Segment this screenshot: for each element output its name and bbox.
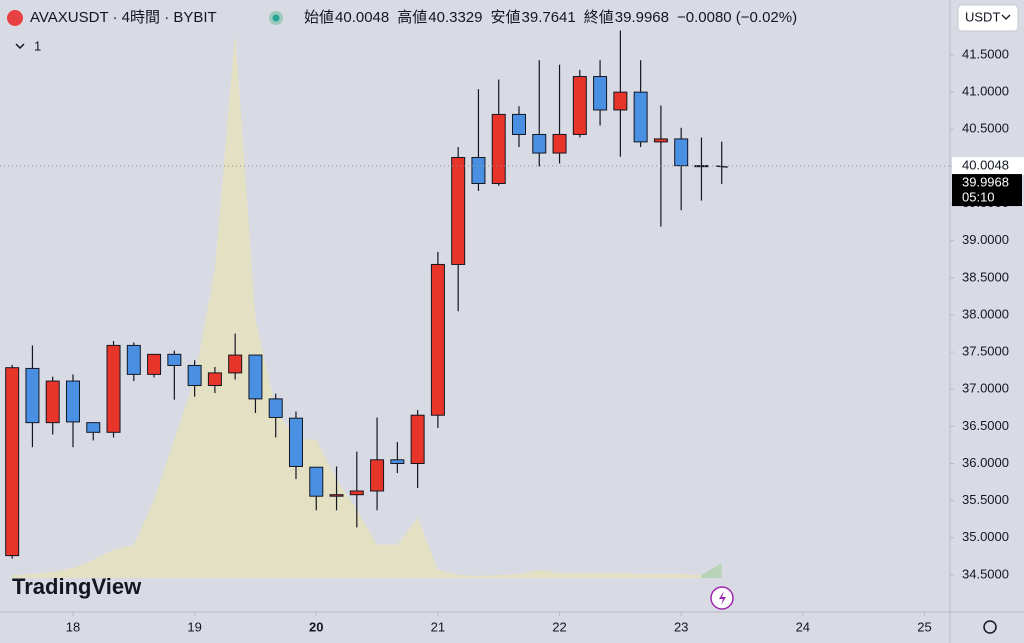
y-tick-label: 36.0000	[962, 455, 1009, 470]
currency-chevron	[1001, 14, 1011, 20]
y-tick-label: 36.5000	[962, 418, 1009, 433]
ohlc-change: −0.0080 (−0.02%)	[677, 9, 797, 26]
indicator-count: 1	[34, 38, 41, 53]
y-tick-label: 39.0000	[962, 232, 1009, 247]
candle-body	[45, 380, 60, 424]
candle-body	[430, 263, 445, 416]
candle-body	[451, 156, 466, 265]
candle-body	[410, 414, 425, 465]
price-label-bg	[952, 157, 1024, 176]
ohlc-legend: 始値 40.0048 高値 40.3329 安値 39.7641 終値 39.9968 −0.0…	[304, 9, 797, 26]
x-tick-label: 22	[552, 619, 566, 634]
candle-body	[309, 466, 324, 497]
candle-body	[511, 113, 526, 135]
candle-body	[715, 165, 728, 168]
x-tick-label: 25	[917, 619, 931, 634]
candle-body	[633, 91, 648, 143]
y-tick-label: 38.0000	[962, 306, 1009, 321]
x-tick-label: 18	[66, 619, 80, 634]
candle-body	[86, 422, 101, 433]
candle-body	[187, 364, 202, 387]
candle-body	[207, 372, 222, 387]
y-tick-label: 41.0000	[962, 84, 1009, 99]
candle-body	[532, 133, 547, 154]
candle-body	[653, 138, 668, 143]
ohlc-value: 39.9968	[615, 9, 669, 26]
x-tick-label: 21	[431, 619, 445, 634]
candle-body	[572, 76, 587, 135]
ohlc-label: 高値	[397, 9, 427, 26]
candle-body	[471, 156, 486, 184]
candle-body	[370, 459, 385, 492]
candle-body	[674, 138, 689, 167]
ohlc-value: 40.3329	[428, 9, 482, 26]
candle-body	[552, 133, 567, 154]
y-tick-label: 38.5000	[962, 269, 1009, 284]
candle-body	[147, 353, 162, 375]
ohlc-label: 安値	[491, 9, 521, 26]
candle-body	[491, 113, 506, 184]
x-tick-label: 19	[187, 619, 201, 634]
x-tick-label: 24	[796, 619, 810, 634]
candle-body	[390, 459, 405, 465]
last-price-bg	[952, 174, 1022, 207]
y-tick-label: 37.5000	[962, 344, 1009, 359]
candle-body	[248, 354, 263, 400]
candle-body	[329, 494, 344, 497]
ohlc-value: 40.0048	[335, 9, 389, 26]
collapse-icon[interactable]	[15, 43, 25, 50]
ohlc-label: 終値	[584, 9, 614, 26]
candle-body	[349, 490, 364, 496]
volume-area	[12, 33, 702, 578]
y-tick-label: 35.0000	[962, 529, 1009, 544]
settings-icon[interactable]	[983, 620, 997, 634]
volume-last	[701, 562, 722, 578]
last-price: 39.9968	[962, 174, 1009, 189]
candle-body	[288, 417, 303, 467]
currency-label: USDT	[965, 9, 1000, 24]
y-tick-label: 40.5000	[962, 121, 1009, 136]
x-tick-label: 23	[674, 619, 688, 634]
candle-body	[106, 344, 121, 433]
y-tick-label: 34.5000	[962, 566, 1009, 581]
y-tick-label: 41.5000	[962, 46, 1009, 61]
y-tick-label: 35.5000	[962, 492, 1009, 507]
candle-body	[126, 344, 141, 375]
status-dot-inner	[272, 14, 280, 22]
ohlc-label: 始値	[304, 9, 334, 26]
candle-body	[593, 76, 608, 111]
candle-body	[25, 367, 40, 424]
watermark: TradingView	[12, 574, 142, 599]
events-bolt	[719, 591, 726, 605]
ohlc-value: 39.7641	[522, 9, 576, 26]
volume-layer	[12, 33, 722, 578]
candle-body	[694, 165, 709, 168]
candle-body	[5, 367, 20, 557]
candle-body	[268, 398, 283, 418]
currency-button[interactable]	[957, 4, 1019, 32]
y-tick-label: 37.0000	[962, 381, 1009, 396]
symbol-logo	[7, 10, 23, 26]
symbol: AVAXUSDT · 4時間 · BYBIT	[30, 9, 217, 26]
candles-layer	[5, 30, 728, 559]
candle-body	[613, 91, 628, 111]
price-label: 40.0048	[962, 157, 1009, 172]
candle-body	[65, 380, 80, 423]
countdown: 05:10	[962, 189, 995, 204]
candle-body	[167, 353, 182, 366]
x-tick-label: 20	[309, 619, 323, 634]
candle-body	[228, 354, 243, 374]
